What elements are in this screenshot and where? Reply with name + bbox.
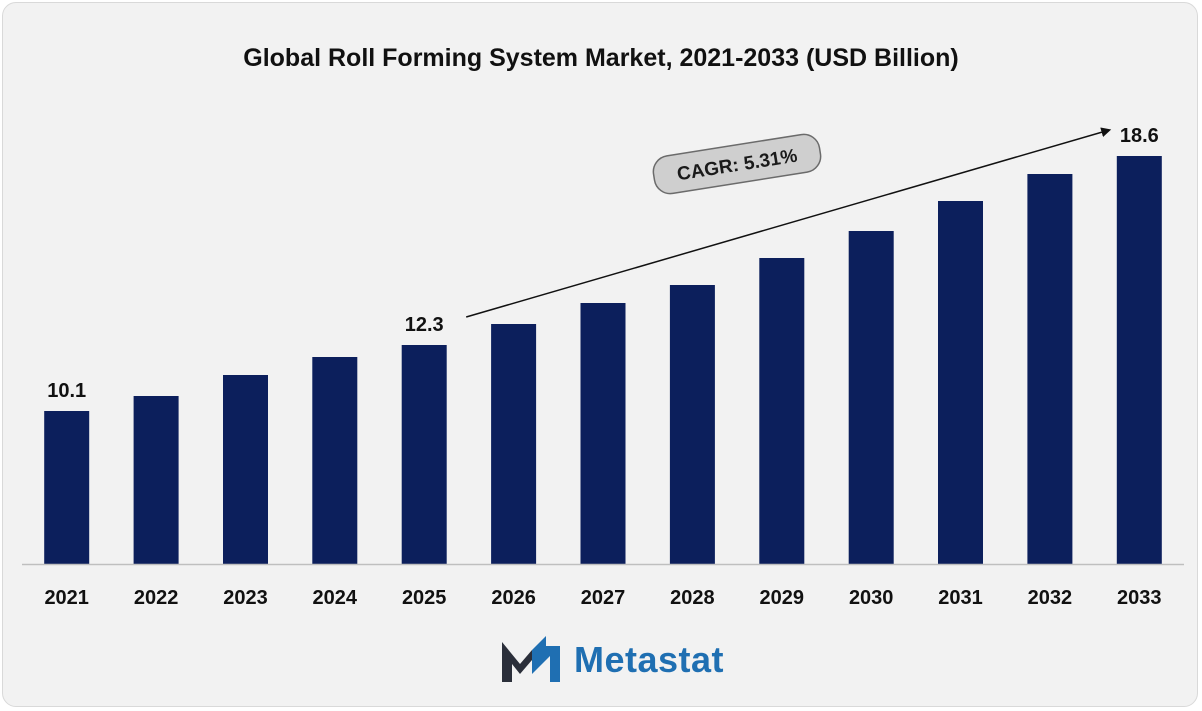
cagr-arrow (465, 127, 1112, 318)
bar-2023 (223, 375, 268, 564)
metastat-m-logo-icon (502, 636, 560, 682)
data-label-2025: 12.3 (405, 314, 444, 336)
x-tick-label-2026: 2026 (491, 587, 536, 609)
bar-2026 (491, 324, 537, 564)
bar-2025 (401, 345, 447, 564)
x-tick-label-2029: 2029 (760, 587, 805, 609)
x-tick-label-2027: 2027 (581, 587, 626, 609)
brand-name: Metastat (574, 639, 725, 680)
x-tick-label-2028: 2028 (670, 587, 715, 609)
bar-2027 (580, 303, 626, 564)
bar-2022 (133, 396, 179, 564)
cagr-badge-box (652, 133, 822, 195)
x-tick-label-2022: 2022 (134, 587, 179, 609)
bar-2024 (312, 357, 358, 564)
bar-2029 (759, 258, 805, 564)
x-tick-label-2025: 2025 (402, 587, 447, 609)
x-tick-label-2023: 2023 (223, 587, 268, 609)
data-label-2021: 10.1 (47, 380, 86, 402)
x-tick-label-2030: 2030 (849, 587, 894, 609)
x-tick-label-2024: 2024 (313, 587, 358, 609)
bar-2031 (938, 201, 983, 564)
metastat-logo: Metastat (498, 632, 748, 688)
x-tick-label-2031: 2031 (938, 587, 983, 609)
bar-2032 (1027, 174, 1073, 564)
bar-2030 (848, 231, 894, 564)
cagr-badge: CAGR: 5.31% (652, 133, 822, 195)
x-tick-label-2033: 2033 (1117, 587, 1162, 609)
x-tick-label-2021: 2021 (44, 587, 89, 609)
bar-2021 (44, 411, 90, 564)
x-tick-label-2032: 2032 (1028, 587, 1073, 609)
chart-title: Global Roll Forming System Market, 2021-… (243, 44, 959, 72)
bar-2028 (669, 285, 715, 564)
bar-2033 (1116, 156, 1162, 564)
data-label-2033: 18.6 (1120, 125, 1159, 147)
